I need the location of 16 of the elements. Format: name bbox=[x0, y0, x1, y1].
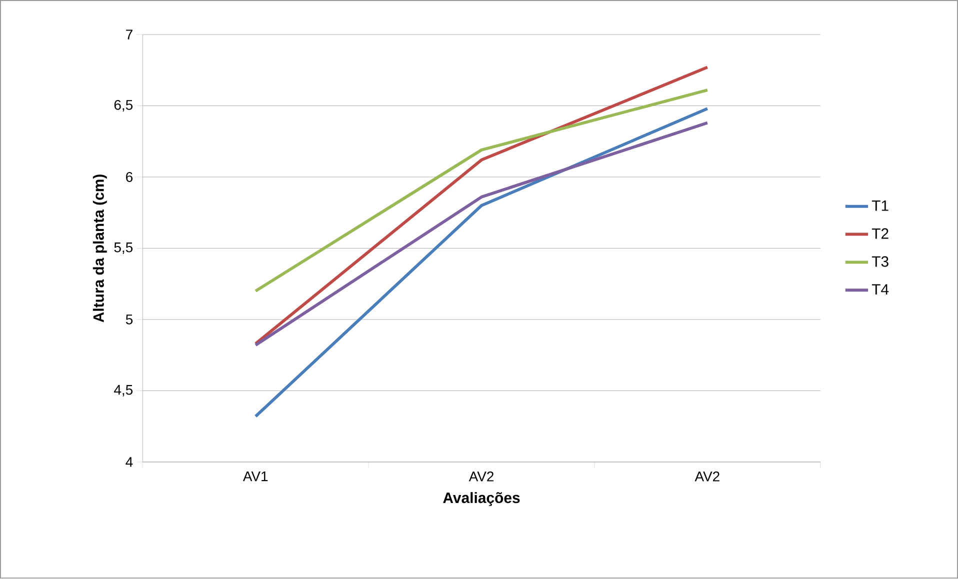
y-tick-label: 5,5 bbox=[114, 242, 133, 254]
y-tick-label: 6 bbox=[126, 172, 133, 182]
legend-label: T2 bbox=[872, 228, 888, 239]
y-axis-title: Altura da planta (cm) bbox=[92, 174, 107, 322]
legend-label: T3 bbox=[872, 256, 888, 268]
y-tick-label: 4 bbox=[126, 457, 133, 467]
legend-label: T4 bbox=[872, 284, 889, 295]
y-tick-label: 4,5 bbox=[114, 385, 133, 397]
x-tick-label: AV2 bbox=[694, 472, 720, 482]
y-tick-label: 7 bbox=[126, 30, 132, 40]
x-tick-label: AV1 bbox=[242, 472, 268, 482]
y-tick-label: 5 bbox=[126, 314, 133, 325]
x-tick-label: AV2 bbox=[468, 472, 494, 482]
y-tick-label: 6,5 bbox=[114, 100, 133, 112]
legend-label: T1 bbox=[872, 200, 888, 212]
x-axis-title: Avaliações bbox=[443, 492, 520, 506]
